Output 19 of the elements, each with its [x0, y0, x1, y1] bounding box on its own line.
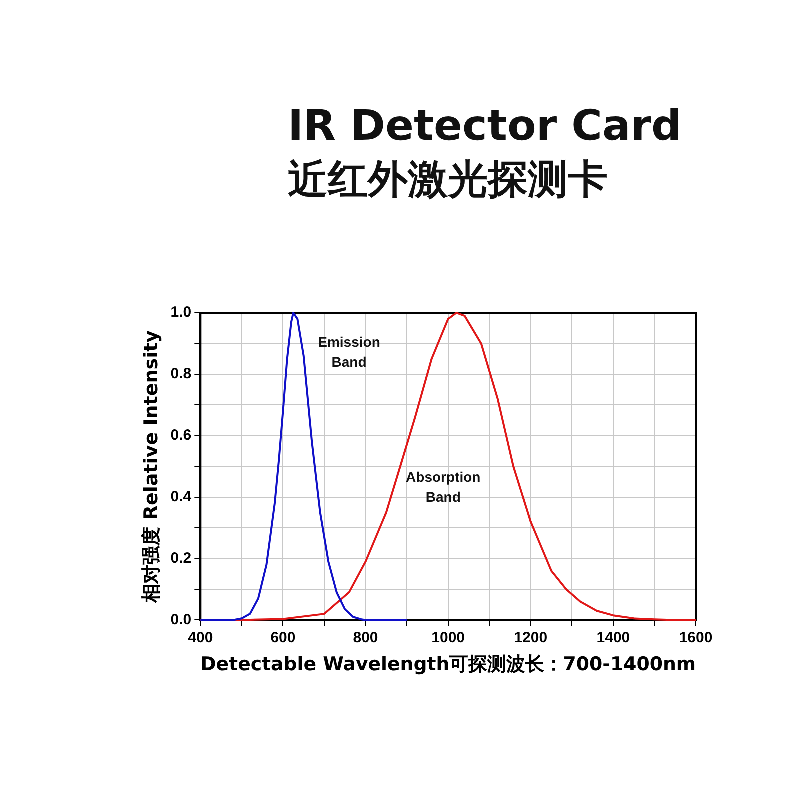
y-tick-label: 0.0	[170, 611, 192, 628]
annotation: Absorption Band	[406, 468, 481, 505]
annotation: Emission Band	[318, 334, 380, 370]
y-tick-label: 0.6	[170, 427, 192, 444]
x-tick-label: 1400	[596, 629, 630, 646]
x-axis-title: Detectable Wavelength可探测波长：700-1400nm	[200, 653, 696, 676]
y-tick-label: 0.8	[170, 366, 192, 383]
x-tick-label: 400	[188, 629, 214, 646]
chart-title: IR Detector Card	[288, 100, 682, 152]
y-axis-title: 相对强度 Relative Intensity	[140, 330, 162, 604]
y-tick-label: 0.4	[170, 488, 192, 506]
y-tick-label: 1.0	[170, 304, 192, 322]
x-tick-label: 1600	[679, 629, 713, 646]
x-tick-label: 1200	[514, 629, 548, 646]
x-tick-label: 800	[353, 629, 378, 646]
chart-subtitle: 近红外激光探测卡	[288, 156, 609, 205]
y-tick-label: 0.2	[170, 550, 192, 567]
x-tick-label: 600	[270, 629, 296, 646]
x-tick-label: 1000	[432, 629, 466, 646]
